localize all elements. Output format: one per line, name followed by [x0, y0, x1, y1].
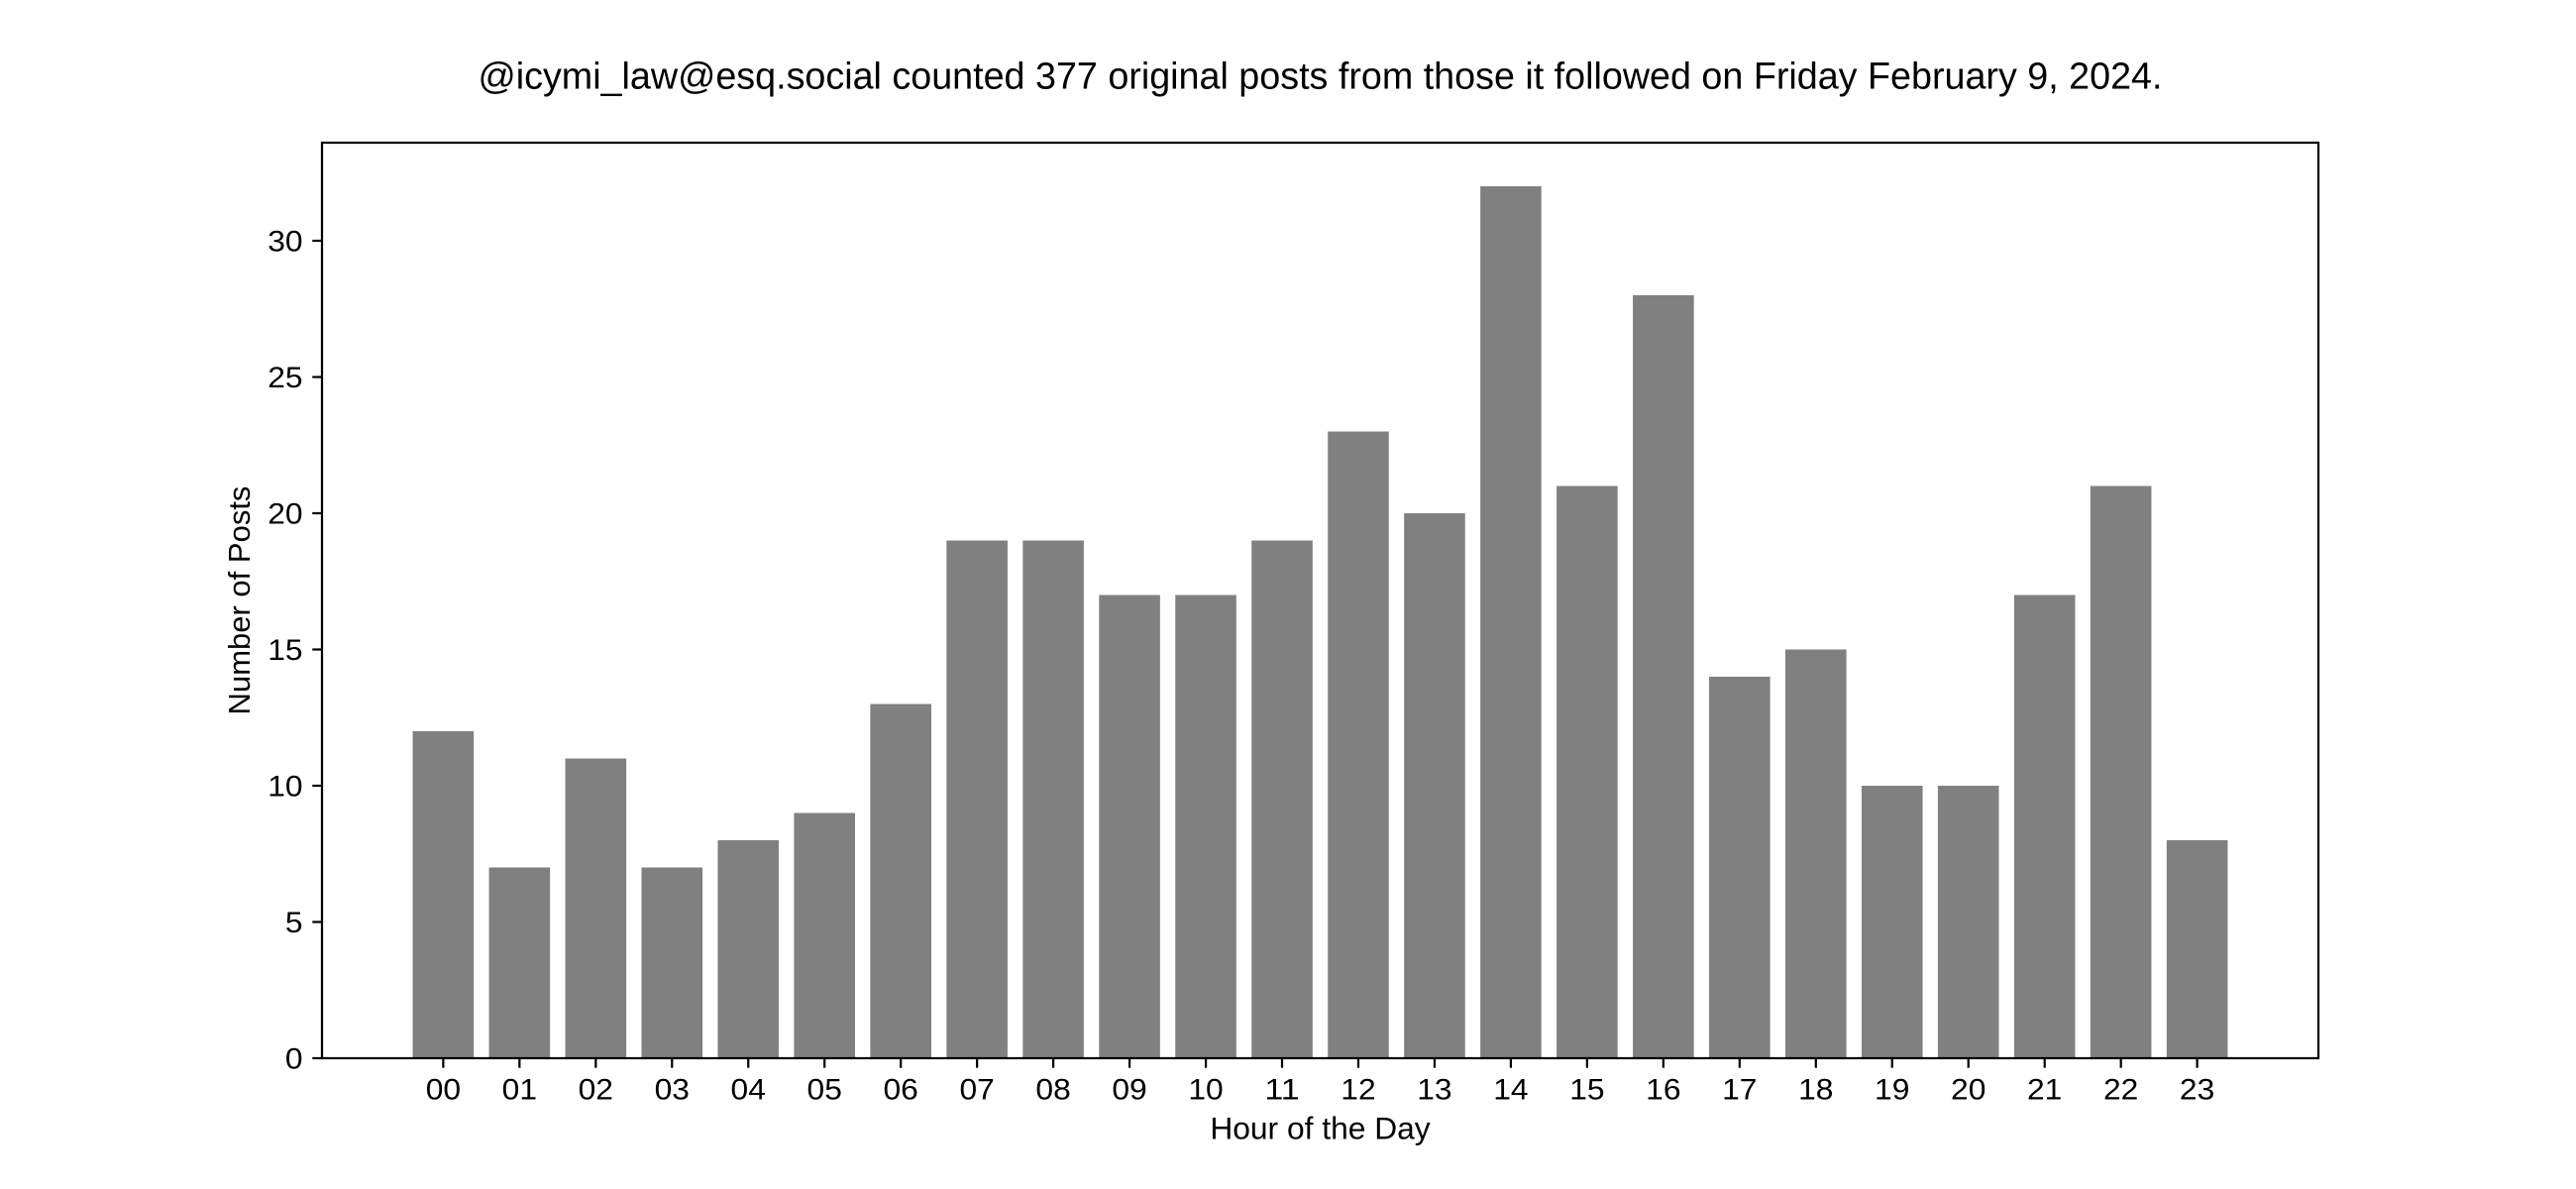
svg-text:0: 0	[285, 1042, 303, 1075]
svg-text:17: 17	[1722, 1073, 1757, 1106]
svg-text:21: 21	[2027, 1073, 2062, 1106]
svg-text:10: 10	[268, 770, 302, 803]
svg-text:00: 00	[426, 1073, 461, 1106]
svg-text:07: 07	[959, 1073, 994, 1106]
svg-text:12: 12	[1341, 1073, 1375, 1106]
svg-text:5: 5	[285, 907, 303, 939]
svg-text:14: 14	[1493, 1073, 1528, 1106]
svg-text:30: 30	[268, 225, 302, 258]
svg-text:25: 25	[268, 362, 302, 394]
svg-text:22: 22	[2103, 1073, 2138, 1106]
svg-text:@icymi_law@esq.social counted: @icymi_law@esq.social counted 377 origin…	[478, 54, 2162, 96]
svg-text:01: 01	[502, 1073, 537, 1106]
svg-text:Number of Posts: Number of Posts	[222, 486, 257, 715]
svg-text:20: 20	[268, 497, 302, 530]
svg-text:Hour of the Day: Hour of the Day	[1210, 1111, 1430, 1146]
svg-text:19: 19	[1875, 1073, 1909, 1106]
svg-text:11: 11	[1264, 1073, 1299, 1106]
svg-text:06: 06	[884, 1073, 918, 1106]
svg-text:08: 08	[1035, 1073, 1070, 1106]
svg-text:04: 04	[731, 1073, 766, 1106]
svg-text:05: 05	[807, 1073, 842, 1106]
svg-text:16: 16	[1646, 1073, 1680, 1106]
svg-text:03: 03	[655, 1073, 690, 1106]
svg-text:20: 20	[1951, 1073, 1986, 1106]
svg-text:18: 18	[1798, 1073, 1833, 1106]
svg-text:02: 02	[579, 1073, 613, 1106]
svg-text:13: 13	[1417, 1073, 1451, 1106]
svg-text:15: 15	[1569, 1073, 1604, 1106]
svg-text:09: 09	[1112, 1073, 1146, 1106]
svg-text:23: 23	[2180, 1073, 2214, 1106]
svg-text:10: 10	[1188, 1073, 1223, 1106]
svg-text:15: 15	[268, 634, 302, 667]
